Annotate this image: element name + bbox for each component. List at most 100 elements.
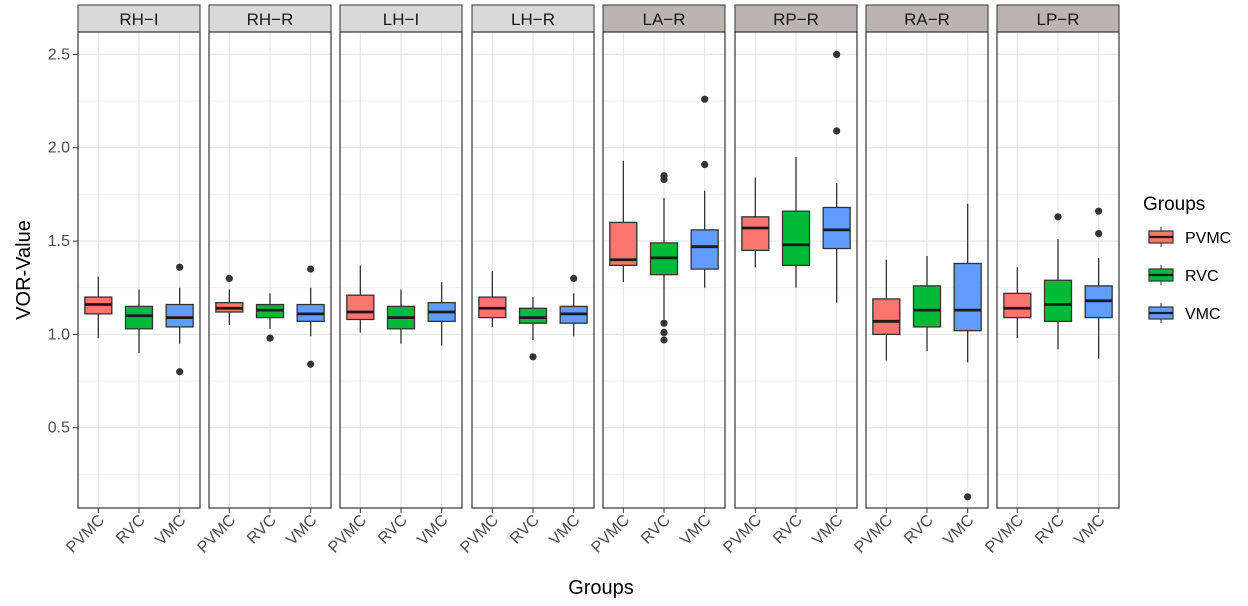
box-rvc — [912, 256, 942, 352]
facet-panel: RP−R PVMC RVC VMC — [720, 4, 858, 557]
x-tick-label: VMC — [1071, 512, 1108, 549]
x-tick-label: RVC — [901, 512, 937, 548]
box-pvmc — [741, 177, 770, 268]
x-tick-label: PVMC — [720, 512, 765, 557]
outlier-point — [833, 50, 841, 59]
outlier-point — [266, 334, 274, 342]
x-tick-label: VMC — [677, 512, 714, 549]
x-tick-label: RVC — [638, 512, 674, 548]
x-tick-label: VMC — [414, 512, 451, 549]
outlier-point — [1095, 207, 1103, 215]
box-vmc — [427, 282, 456, 346]
iqr-box — [609, 221, 638, 266]
y-tick-label: 0.5 — [48, 420, 70, 437]
iqr-box — [912, 285, 942, 328]
outlier-point — [660, 175, 668, 184]
facet-strip — [77, 4, 201, 33]
box-pvmc — [872, 259, 901, 361]
x-tick-label: PVMC — [588, 512, 633, 557]
iqr-box — [822, 206, 851, 250]
facet-strip-label: LP−R — [1037, 10, 1080, 29]
x-tick-label: RVC — [770, 512, 806, 548]
facet-panel: LH−I PVMC RVC VMC — [325, 4, 463, 557]
box-rvc — [124, 289, 154, 354]
facet-strip-label: RH−R — [247, 10, 294, 29]
outlier-point — [570, 274, 578, 282]
y-tick-label: 1.5 — [48, 233, 70, 250]
box-vmc — [165, 263, 194, 376]
facet-panel: LH−R PVMC RVC VMC — [457, 4, 595, 557]
legend: Groups PVMC RVC VMC — [1143, 194, 1231, 323]
outlier-point — [964, 493, 972, 501]
box-rvc — [781, 157, 811, 288]
facet-strip-label: LA−R — [643, 10, 686, 29]
legend-entry-rvc: RVC — [1148, 265, 1219, 285]
facet-panel: LP−R PVMC RVC VMC — [982, 4, 1120, 557]
outlier-point — [307, 360, 315, 368]
outlier-point — [660, 336, 668, 344]
x-axis-title: Groups — [568, 577, 634, 599]
iqr-box — [346, 294, 375, 321]
outlier-point — [833, 127, 841, 135]
y-tick-label: 2.5 — [48, 46, 70, 63]
box-pvmc — [478, 270, 507, 327]
legend-label: PVMC — [1185, 230, 1231, 247]
box-rvc — [518, 297, 548, 361]
outlier-point — [660, 319, 668, 327]
iqr-box — [1003, 292, 1032, 319]
box-rvc — [386, 289, 416, 344]
x-tick-label: PVMC — [851, 512, 896, 557]
x-tick-label: VMC — [809, 512, 846, 549]
iqr-box — [953, 262, 982, 332]
x-tick-label: PVMC — [982, 512, 1027, 557]
facet-strip — [602, 4, 726, 33]
facet-strip-label: RA−R — [904, 10, 950, 29]
iqr-box — [518, 307, 548, 324]
outlier-point — [701, 95, 709, 103]
y-tick-label: 2.0 — [48, 140, 70, 157]
outlier-point — [225, 274, 233, 282]
outlier-point — [307, 265, 315, 273]
box-rvc — [255, 293, 285, 342]
box-pvmc — [346, 265, 375, 333]
legend-entry-vmc: VMC — [1148, 303, 1221, 323]
box-pvmc — [215, 274, 244, 326]
outlier-point — [1095, 230, 1103, 238]
y-axis-title: VOR-Value — [13, 220, 35, 320]
facet-panel: RH−I PVMC RVC VMC — [63, 4, 201, 557]
box-vmc — [559, 274, 588, 337]
x-tick-label: PVMC — [194, 512, 239, 557]
y-axis: 0.5 1.0 1.5 2.0 2.5 — [48, 46, 78, 437]
legend-label: VMC — [1185, 306, 1221, 323]
x-tick-label: RVC — [244, 512, 280, 548]
box-vmc — [953, 203, 982, 501]
box-pvmc — [84, 276, 113, 339]
y-tick-label: 1.0 — [48, 326, 70, 343]
outlier-point — [1054, 213, 1062, 221]
facet-strip — [865, 4, 989, 33]
iqr-box — [872, 298, 901, 336]
box-vmc — [690, 95, 719, 288]
legend-label: RVC — [1185, 268, 1219, 285]
x-tick-label: PVMC — [325, 512, 370, 557]
x-tick-label: VMC — [283, 512, 320, 549]
outlier-point — [176, 368, 184, 376]
box-vmc — [822, 50, 851, 303]
iqr-box — [165, 303, 194, 328]
facet-panel: RH−R PVMC RVC VMC — [194, 4, 332, 557]
iqr-box — [690, 229, 719, 270]
facet-strip-label: LH−R — [511, 10, 555, 29]
box-pvmc — [1003, 267, 1032, 339]
x-tick-label: PVMC — [457, 512, 502, 557]
box-vmc — [1084, 207, 1113, 359]
facet-strip-label: RH−I — [119, 10, 158, 29]
x-tick-label: VMC — [152, 512, 189, 549]
outlier-point — [701, 160, 709, 169]
legend-title: Groups — [1143, 194, 1205, 215]
box-rvc — [1043, 213, 1073, 350]
box-vmc — [296, 265, 325, 368]
box-rvc — [649, 172, 679, 344]
outlier-point — [529, 353, 537, 361]
